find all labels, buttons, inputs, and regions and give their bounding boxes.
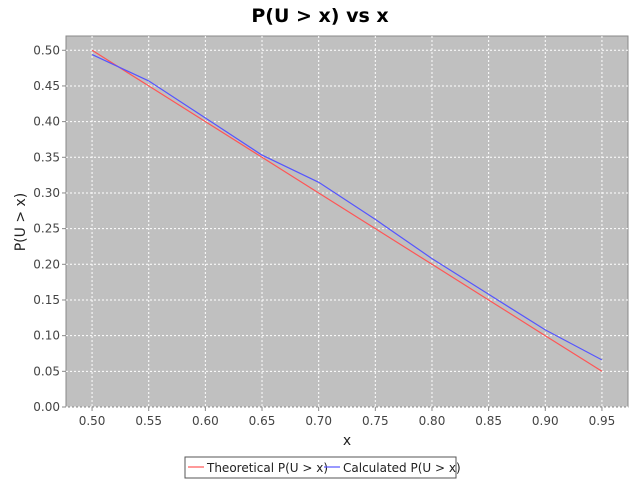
y-tick-label: 0.25 — [33, 222, 60, 236]
x-tick-label: 0.90 — [532, 414, 559, 428]
y-tick-label: 0.05 — [33, 364, 60, 378]
axes: 0.50 0.55 0.60 0.65 0.70 0.75 0.80 0.85 0.90 0.95… — [33, 43, 615, 428]
y-tick-label: 0.30 — [33, 186, 60, 200]
x-tick-label: 0.60 — [192, 414, 219, 428]
x-tick-label: 0.75 — [362, 414, 389, 428]
x-axis-title: x — [343, 433, 351, 449]
x-tick-label: 0.50 — [79, 414, 106, 428]
y-tick-label: 0.45 — [33, 79, 60, 93]
y-tick-label: 0.00 — [33, 400, 60, 414]
y-tick-label: 0.40 — [33, 115, 60, 129]
series-layer — [91, 49, 603, 372]
x-tick-label: 0.70 — [305, 414, 332, 428]
x-tick-label: 0.85 — [475, 414, 502, 428]
gridlines — [66, 36, 628, 408]
x-tick-label: 0.95 — [589, 414, 616, 428]
y-tick-label: 0.20 — [33, 257, 60, 271]
series-line-theoretical — [91, 49, 603, 372]
legend-label-theoretical: Theoretical P(U > x) — [206, 461, 328, 475]
y-tick-label: 0.35 — [33, 150, 60, 164]
legend: Theoretical P(U > x) Calculated P(U > x) — [184, 456, 461, 479]
plot-area — [65, 35, 629, 408]
series-line-calculated — [91, 54, 603, 361]
legend-label-calculated: Calculated P(U > x) — [343, 461, 461, 475]
x-tick-label: 0.55 — [135, 414, 162, 428]
y-tick-label: 0.15 — [33, 293, 60, 307]
chart-title: P(U > x) vs x — [251, 5, 388, 27]
legend-box — [184, 456, 457, 479]
x-tick-label: 0.80 — [419, 414, 446, 428]
y-tick-label: 0.10 — [33, 329, 60, 343]
y-tick-label: 0.50 — [33, 43, 60, 57]
x-tick-label: 0.65 — [249, 414, 276, 428]
y-axis-title: P(U > x) — [13, 193, 29, 252]
